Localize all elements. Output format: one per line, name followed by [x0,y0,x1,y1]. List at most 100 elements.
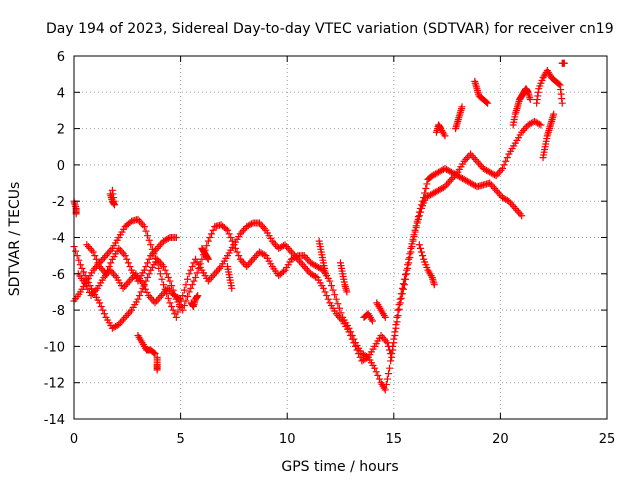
data-point [526,96,534,104]
data-point [225,230,233,238]
data-point [235,252,243,260]
data-point [396,299,404,307]
y-tick-label: -8 [52,304,65,319]
data-point [153,244,161,252]
data-point [518,212,526,220]
data-point [102,252,110,260]
data-point [491,171,499,179]
data-point [126,308,134,316]
data-point [208,230,216,238]
data-point [208,273,216,281]
data-point [384,370,392,378]
data-point [151,299,159,307]
data-point [246,221,254,229]
data-point [446,177,454,185]
data-point [423,180,431,188]
y-tick-label: 6 [57,50,65,65]
data-point [147,241,155,249]
data-point [82,282,90,290]
data-point [92,255,100,263]
data-point [416,208,424,216]
data-point [555,80,563,88]
data-point [371,364,379,372]
data-point [169,306,177,314]
data-point [259,223,267,231]
data-point [172,234,180,241]
data-point [198,255,206,263]
data-point [260,224,268,232]
data-point [411,228,419,236]
data-point [104,266,112,274]
data-point [382,381,390,389]
data-point [239,226,247,234]
data-point [483,98,491,106]
data-point [238,257,246,265]
data-point [419,252,427,260]
data-point [176,302,184,310]
data-point [148,250,156,258]
data-point [204,237,212,245]
data-point [193,269,201,277]
data-point [91,264,99,272]
data-point [409,237,417,245]
data-point [84,243,92,251]
data-point [140,282,148,290]
data-point [206,275,214,283]
data-point [136,217,144,225]
data-point [550,110,558,118]
data-point [343,288,351,296]
x-tick-label: 0 [70,432,78,447]
data-point [111,272,119,280]
data-point [239,259,247,267]
data-point [299,261,307,269]
data-point [397,294,405,302]
data-point [257,221,265,229]
data-point [447,175,455,183]
data-point [140,266,148,274]
data-point [97,257,105,265]
data-point [321,288,329,296]
data-point [515,208,523,216]
data-point [190,259,198,267]
data-point [228,284,236,292]
data-point [163,270,171,278]
data-point [231,244,239,252]
data-point [246,259,254,267]
data-point [144,273,152,281]
data-point [158,261,166,269]
data-point [238,228,246,236]
data-point [332,295,340,303]
data-point [88,246,96,254]
data-point [153,366,161,374]
data-point [510,203,518,211]
data-point [175,294,183,302]
data-point [247,220,255,228]
data-point [422,184,430,192]
data-point [209,226,217,234]
y-tick-label: 0 [57,159,65,174]
data-point [102,270,110,278]
data-point [345,328,353,336]
x-axis-label: GPS time / hours [281,459,398,475]
data-point [168,282,176,290]
data-point [194,292,202,300]
data-point [140,223,148,231]
data-point [326,277,334,285]
data-point [121,252,129,260]
data-point [381,313,389,321]
data-point [160,263,168,271]
data-point [259,250,267,258]
data-point [151,350,159,358]
y-tick-label: 2 [57,123,65,138]
data-point [303,266,311,274]
data-point [353,346,361,354]
data-point [145,255,153,263]
data-point [155,243,163,251]
data-point [152,246,160,254]
data-point [414,215,422,223]
data-point [503,154,511,162]
data-point [187,284,195,292]
data-point [335,304,343,312]
data-point [415,241,423,249]
data-point [534,119,542,127]
